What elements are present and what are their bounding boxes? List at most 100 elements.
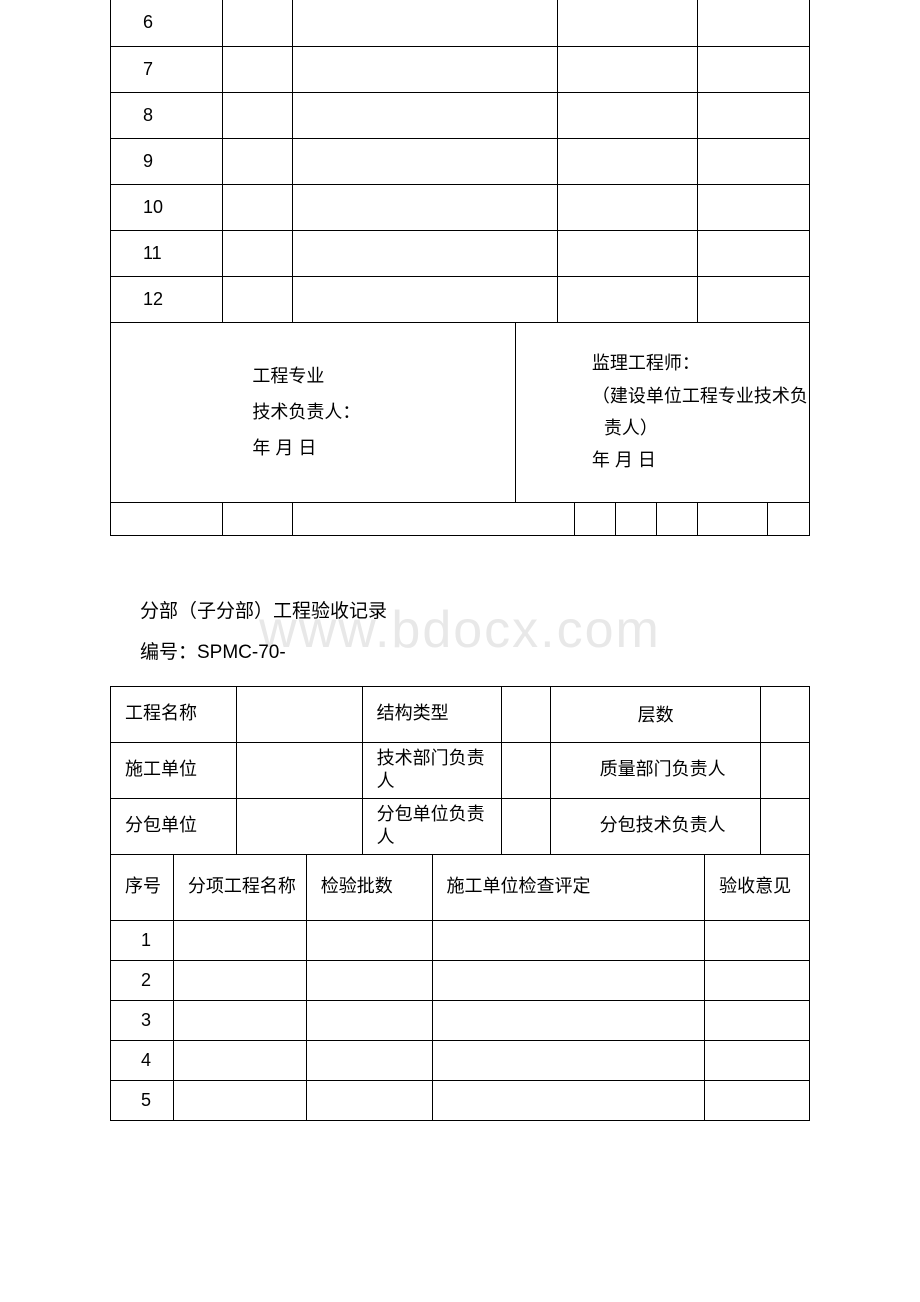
- empty-cell: [698, 138, 810, 184]
- empty-cell: [432, 1080, 705, 1120]
- empty-cell: [222, 138, 292, 184]
- empty-cell: [292, 138, 558, 184]
- sig-line: （建设单位工程专业技术负责人）: [570, 380, 809, 445]
- table-row: 11: [111, 230, 810, 276]
- empty-cell: [292, 0, 558, 46]
- header-label: 施工单位: [111, 742, 237, 798]
- table-row: 12: [111, 276, 810, 322]
- empty-cell: [306, 960, 432, 1000]
- empty-cell: [432, 920, 705, 960]
- empty-cell: [292, 92, 558, 138]
- row-number: 8: [111, 92, 223, 138]
- empty-cell: [760, 686, 809, 742]
- row-number: 5: [111, 1080, 174, 1120]
- signature-left-cell: 工程专业 技术负责人： 年 月 日: [222, 322, 516, 502]
- empty-cell: [558, 0, 698, 46]
- header-label: 分包单位负责人: [362, 798, 502, 854]
- row-number: 7: [111, 46, 223, 92]
- header-label: 质量部门负责人: [551, 742, 761, 798]
- empty-cell: [222, 46, 292, 92]
- row-number: 1: [111, 920, 174, 960]
- empty-cell: [292, 230, 558, 276]
- empty-cell: [698, 230, 810, 276]
- row-number: 10: [111, 184, 223, 230]
- empty-cell: [698, 184, 810, 230]
- empty-cell: [222, 276, 292, 322]
- empty-cell: [558, 230, 698, 276]
- header-label: 分包单位: [111, 798, 237, 854]
- table-row: 1: [111, 920, 810, 960]
- table-row: 4: [111, 1040, 810, 1080]
- table-row: 3: [111, 1000, 810, 1040]
- row-number: 9: [111, 138, 223, 184]
- signature-right-cell: 监理工程师： （建设单位工程专业技术负责人） 年 月 日: [558, 322, 810, 502]
- table-row: 9: [111, 138, 810, 184]
- header-label: 技术部门负责人: [362, 742, 502, 798]
- sig-line: 工程专业: [252, 358, 515, 394]
- empty-cell: [236, 742, 362, 798]
- empty-cell: [705, 1080, 810, 1120]
- empty-cell: [698, 46, 810, 92]
- empty-cell: [173, 960, 306, 1000]
- empty-cell: [306, 1000, 432, 1040]
- col-header: 分项工程名称: [173, 854, 306, 920]
- header-label: 层数: [551, 686, 761, 742]
- empty-cell: [760, 742, 809, 798]
- empty-cell: [236, 798, 362, 854]
- empty-cell: [558, 184, 698, 230]
- empty-cell: [222, 230, 292, 276]
- empty-cell: [173, 1040, 306, 1080]
- empty-cell: [222, 92, 292, 138]
- empty-cell: [236, 686, 362, 742]
- table-header-row: 施工单位 技术部门负责人 质量部门负责人: [111, 742, 810, 798]
- empty-cell: [173, 1000, 306, 1040]
- col-header: 施工单位检查评定: [432, 854, 705, 920]
- sig-line: 年 月 日: [570, 444, 809, 476]
- sig-line: 技术负责人：: [252, 394, 515, 430]
- empty-cell: [173, 1080, 306, 1120]
- header-label: 结构类型: [362, 686, 502, 742]
- empty-cell: [292, 46, 558, 92]
- empty-cell: [292, 184, 558, 230]
- upper-table: 6 7 8 9 10: [110, 0, 810, 536]
- table-row: 5: [111, 1080, 810, 1120]
- empty-cell: [705, 920, 810, 960]
- empty-cell: [222, 0, 292, 46]
- table-row: 2: [111, 960, 810, 1000]
- sig-line: 年 月 日: [252, 430, 515, 466]
- section-subtitle: 编号：SPMC-70-: [140, 637, 920, 664]
- empty-cell: [558, 92, 698, 138]
- table-header-row: 分包单位 分包单位负责人 分包技术负责人: [111, 798, 810, 854]
- row-number: 6: [111, 0, 223, 46]
- empty-cell: [698, 276, 810, 322]
- empty-cell: [306, 920, 432, 960]
- empty-cell: [558, 276, 698, 322]
- empty-cell: [173, 920, 306, 960]
- empty-cell: [502, 686, 551, 742]
- lower-table-container: 工程名称 结构类型 层数 施工单位 技术部门负责人 质量部门负责人 分包单位 分…: [110, 686, 810, 1121]
- empty-cell: [698, 92, 810, 138]
- empty-cell: [705, 960, 810, 1000]
- row-number: 4: [111, 1040, 174, 1080]
- lower-table: 工程名称 结构类型 层数 施工单位 技术部门负责人 质量部门负责人 分包单位 分…: [110, 686, 810, 1121]
- narrow-empty-row: [111, 502, 810, 535]
- col-header: 验收意见: [705, 854, 810, 920]
- empty-cell: [222, 184, 292, 230]
- empty-cell: [292, 276, 558, 322]
- empty-cell: [306, 1040, 432, 1080]
- row-number: 2: [111, 960, 174, 1000]
- empty-cell: [502, 742, 551, 798]
- empty-cell: [432, 1000, 705, 1040]
- empty-cell: [558, 46, 698, 92]
- empty-cell: [292, 502, 516, 535]
- empty-cell: [432, 960, 705, 1000]
- empty-cell: [432, 1040, 705, 1080]
- sig-line: 监理工程师：: [570, 347, 809, 379]
- empty-cell: [502, 798, 551, 854]
- col-header: 序号: [111, 854, 174, 920]
- empty-cell: [558, 138, 698, 184]
- empty-cell: [111, 502, 223, 535]
- signature-row: 工程专业 技术负责人： 年 月 日 监理工程师： （建设单位工程专业技术负责人）…: [111, 322, 810, 502]
- row-number: 3: [111, 1000, 174, 1040]
- row-number: 11: [111, 230, 223, 276]
